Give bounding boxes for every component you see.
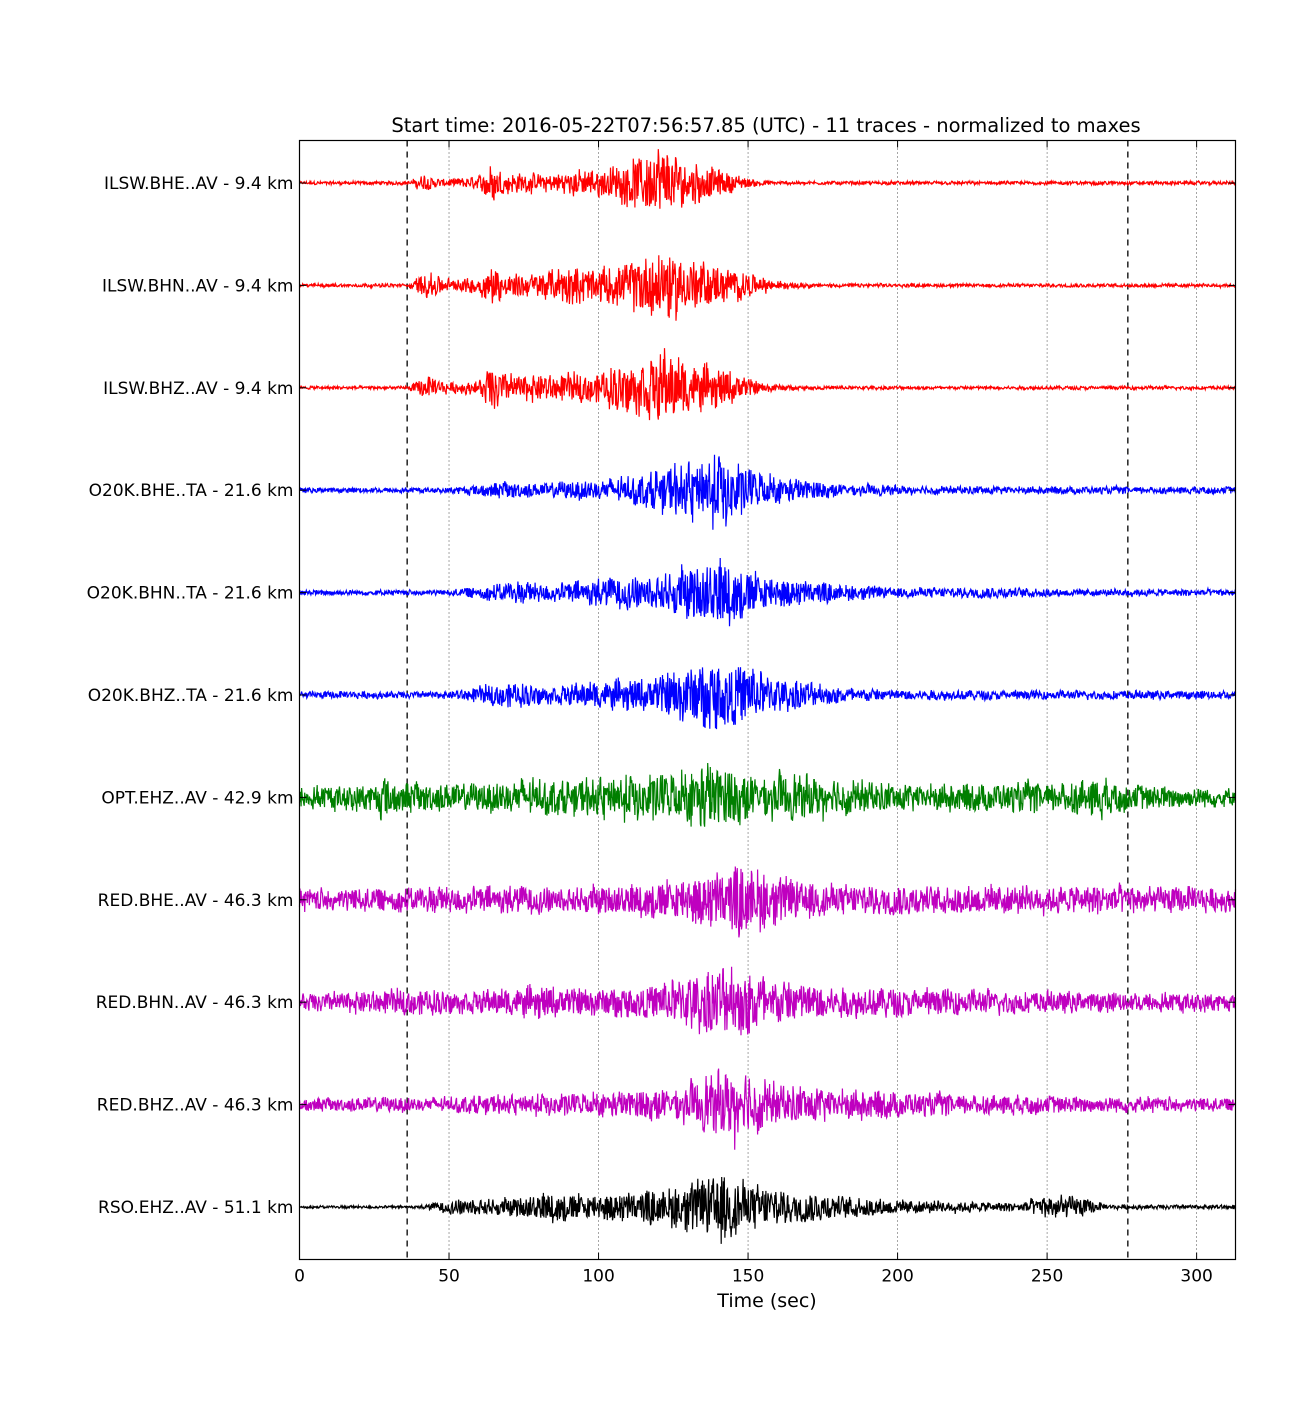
trace-line [298,762,1237,827]
trace-line [299,667,1237,730]
trace-line [298,966,1237,1036]
trace-layer [298,149,1237,1244]
trace-labels: ILSW.BHE..AV - 9.4 km ILSW.BHN..AV - 9.4 … [87,174,1236,1218]
trace-label: RSO.EHZ..AV - 51.1 km [98,1198,293,1218]
trace-label: RED.BHN..AV - 46.3 km [96,993,294,1013]
trace-label: O20K.BHE..TA - 21.6 km [89,481,294,501]
plot-frame [298,139,1237,1261]
trace-line [299,1176,1237,1244]
x-tick-label: 250 [1031,1267,1063,1287]
grid-layer [448,140,1197,1260]
x-tick-label: 50 [438,1267,460,1287]
trace-line [298,454,1237,530]
x-tick-label: 0 [294,1267,305,1287]
trace-line [298,149,1236,209]
trace-label: ILSW.BHZ..AV - 9.4 km [103,379,293,399]
trace-line [298,348,1236,421]
trace-line [298,1068,1237,1150]
x-tick-label: 150 [732,1267,764,1287]
trace-label: RED.BHZ..AV - 46.3 km [97,1096,294,1116]
x-axis-ticks: 0 50 100 150 200 250 300 [294,140,1213,1287]
trace-label: O20K.BHN..TA - 21.6 km [87,584,294,604]
trace-label: RED.BHE..AV - 46.3 km [98,891,294,911]
x-tick-label: 300 [1180,1267,1212,1287]
trace-label: ILSW.BHN..AV - 9.4 km [102,276,293,296]
trace-label: ILSW.BHE..AV - 9.4 km [104,174,294,194]
x-axis-label: Time (sec) [716,1290,816,1312]
trace-line [298,866,1237,938]
chart-title: Start time: 2016-05-22T07:56:57.85 (UTC)… [391,114,1140,137]
trace-line [298,255,1236,321]
x-tick-label: 200 [881,1267,913,1287]
x-tick-label: 100 [582,1267,614,1287]
trace-line [299,557,1236,627]
trace-label: OPT.EHZ..AV - 42.9 km [101,788,293,808]
trace-label: O20K.BHZ..TA - 21.6 km [88,686,294,706]
